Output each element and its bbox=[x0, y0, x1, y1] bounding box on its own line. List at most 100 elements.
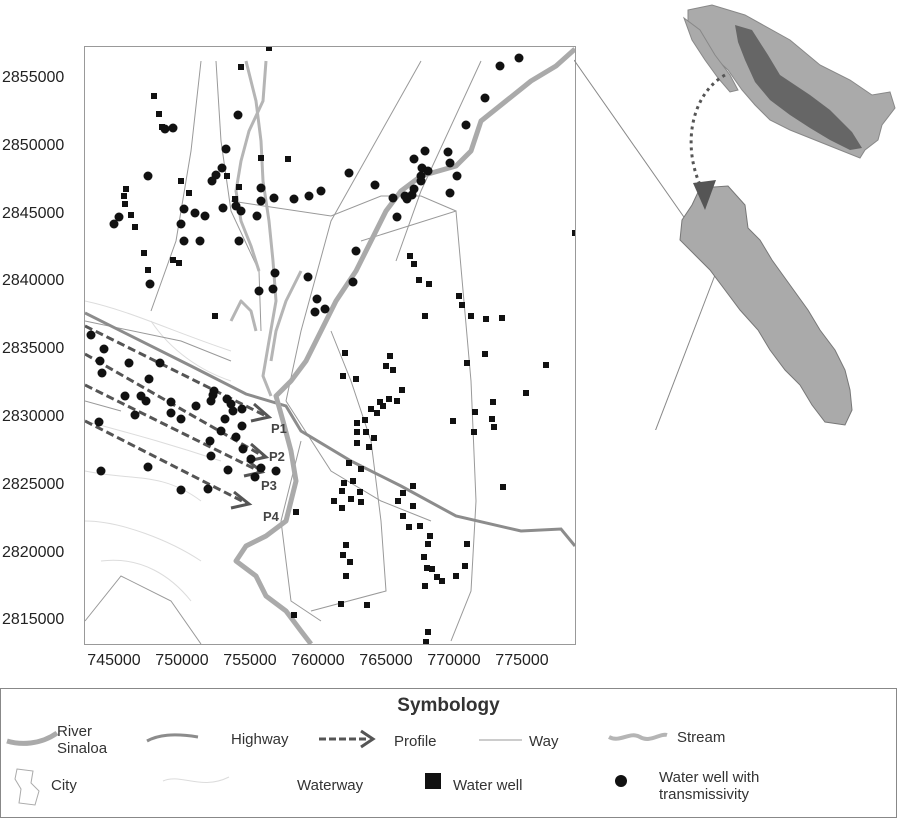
water-well-marker bbox=[456, 293, 462, 299]
water-well-transmissivity-marker bbox=[270, 268, 280, 278]
profile-legend-icon bbox=[319, 729, 376, 749]
water-well-transmissivity-marker bbox=[234, 236, 244, 246]
water-well-marker bbox=[462, 563, 468, 569]
water-well-marker bbox=[156, 111, 162, 117]
water-well-transmissivity-marker bbox=[268, 284, 278, 294]
water-well-marker bbox=[121, 193, 127, 199]
water-well-marker bbox=[224, 173, 230, 179]
water-well-transmissivity-marker bbox=[144, 374, 154, 384]
water-well-transmissivity-marker bbox=[495, 61, 505, 71]
water-well-transmissivity-marker bbox=[236, 206, 246, 216]
water-well-marker bbox=[429, 566, 435, 572]
y-tick-label: 2855000 bbox=[2, 69, 65, 86]
way-legend-icon bbox=[479, 739, 522, 741]
water-well-transmissivity-marker bbox=[203, 484, 213, 494]
water-well-marker bbox=[341, 480, 347, 486]
water-well-transmissivity-marker bbox=[256, 463, 266, 473]
water-well-marker bbox=[483, 316, 489, 322]
water-well-marker bbox=[348, 496, 354, 502]
water-well-transmissivity-marker bbox=[97, 368, 107, 378]
water-well-marker bbox=[338, 601, 344, 607]
inset-connector-line bbox=[574, 59, 701, 241]
water-well-transmissivity-marker bbox=[402, 194, 412, 204]
water-well-transmissivity-marker bbox=[145, 279, 155, 289]
water-well-marker bbox=[400, 513, 406, 519]
legend-label-stream: Stream bbox=[677, 729, 726, 746]
water-well-marker bbox=[426, 281, 432, 287]
water-well-marker bbox=[400, 490, 406, 496]
water-well-transmissivity-marker bbox=[130, 410, 140, 420]
water-well-transmissivity-marker bbox=[218, 203, 228, 213]
legend-river-line1: River bbox=[57, 723, 93, 740]
baja-peninsula bbox=[682, 16, 739, 93]
waterway-legend-icon bbox=[162, 776, 230, 783]
water-well-transmissivity-marker bbox=[155, 358, 165, 368]
water-well-transmissivity-marker bbox=[99, 344, 109, 354]
inset-map bbox=[574, 4, 896, 430]
water-well-marker bbox=[293, 509, 299, 515]
water-well-marker bbox=[122, 201, 128, 207]
water-well-marker bbox=[178, 178, 184, 184]
water-well-transmissivity-marker bbox=[176, 485, 186, 495]
water-well-marker bbox=[331, 498, 337, 504]
water-well-marker bbox=[422, 583, 428, 589]
water-well-marker bbox=[425, 629, 431, 635]
water-well-marker bbox=[266, 47, 272, 51]
water-well-marker bbox=[343, 542, 349, 548]
water-well-transmissivity-marker bbox=[168, 123, 178, 133]
water-well-marker bbox=[358, 466, 364, 472]
inset-connector-line bbox=[655, 274, 716, 430]
water-well-transmissivity-marker bbox=[231, 432, 241, 442]
water-well-transmissivity-marker bbox=[233, 110, 243, 120]
water-well-transmissivity-marker bbox=[416, 171, 426, 181]
water-well-transmissivity-marker bbox=[445, 158, 455, 168]
streams bbox=[229, 60, 303, 397]
water-well-transmissivity-marker bbox=[480, 93, 490, 103]
water-well-transmissivity-marker bbox=[237, 404, 247, 414]
mexico-outline bbox=[687, 4, 896, 159]
water-well-transmissivity-marker bbox=[220, 414, 230, 424]
legend-label-way: Way bbox=[529, 733, 559, 750]
water-well-marker bbox=[364, 602, 370, 608]
water-well-transmissivity-marker bbox=[94, 417, 104, 427]
water-well-marker bbox=[258, 155, 264, 161]
y-tick-label: 2815000 bbox=[2, 611, 65, 628]
water-well-marker bbox=[141, 250, 147, 256]
water-well-marker bbox=[410, 503, 416, 509]
water-well-transmissivity-marker bbox=[216, 426, 226, 436]
water-well-transmissivity-marker bbox=[86, 330, 96, 340]
water-well-transmissivity-marker bbox=[205, 436, 215, 446]
water-well-marker bbox=[285, 156, 291, 162]
water-well-marker bbox=[416, 277, 422, 283]
water-well-marker bbox=[439, 578, 445, 584]
water-well-transmissivity-marker bbox=[143, 171, 153, 181]
water-well-transmissivity-marker bbox=[228, 406, 238, 416]
water-well-transmissivity-marker bbox=[217, 163, 227, 173]
water-well-marker bbox=[374, 410, 380, 416]
water-well-transmissivity-marker bbox=[445, 188, 455, 198]
x-tick-label: 755000 bbox=[223, 652, 277, 669]
river-sinaloa bbox=[233, 47, 575, 644]
river-sinaloa-legend-icon bbox=[6, 730, 59, 746]
water-well-transmissivity-marker bbox=[250, 472, 260, 482]
water-well-marker bbox=[339, 505, 345, 511]
water-well-marker bbox=[353, 376, 359, 382]
legend-well-trans-line1: Water well with bbox=[659, 769, 760, 786]
water-well-transmissivity-marker bbox=[191, 401, 201, 411]
legend-label-river: River Sinaloa bbox=[57, 723, 107, 757]
water-well-transmissivity-marker bbox=[160, 124, 170, 134]
y-tick-label: 2845000 bbox=[2, 205, 65, 222]
water-well-marker bbox=[371, 435, 377, 441]
legend-label-profile: Profile bbox=[394, 733, 437, 750]
legend-title: Symbology bbox=[397, 695, 500, 716]
legend-label-waterway: Waterway bbox=[297, 777, 364, 794]
water-well-transmissivity-marker bbox=[420, 146, 430, 156]
water-well-marker bbox=[350, 478, 356, 484]
highway-legend-icon bbox=[146, 733, 199, 743]
water-well-marker bbox=[236, 184, 242, 190]
water-well-marker bbox=[347, 559, 353, 565]
water-well-transmissivity-marker bbox=[316, 186, 326, 196]
water-well-marker bbox=[411, 261, 417, 267]
water-well-marker bbox=[394, 398, 400, 404]
water-well-marker bbox=[362, 417, 368, 423]
